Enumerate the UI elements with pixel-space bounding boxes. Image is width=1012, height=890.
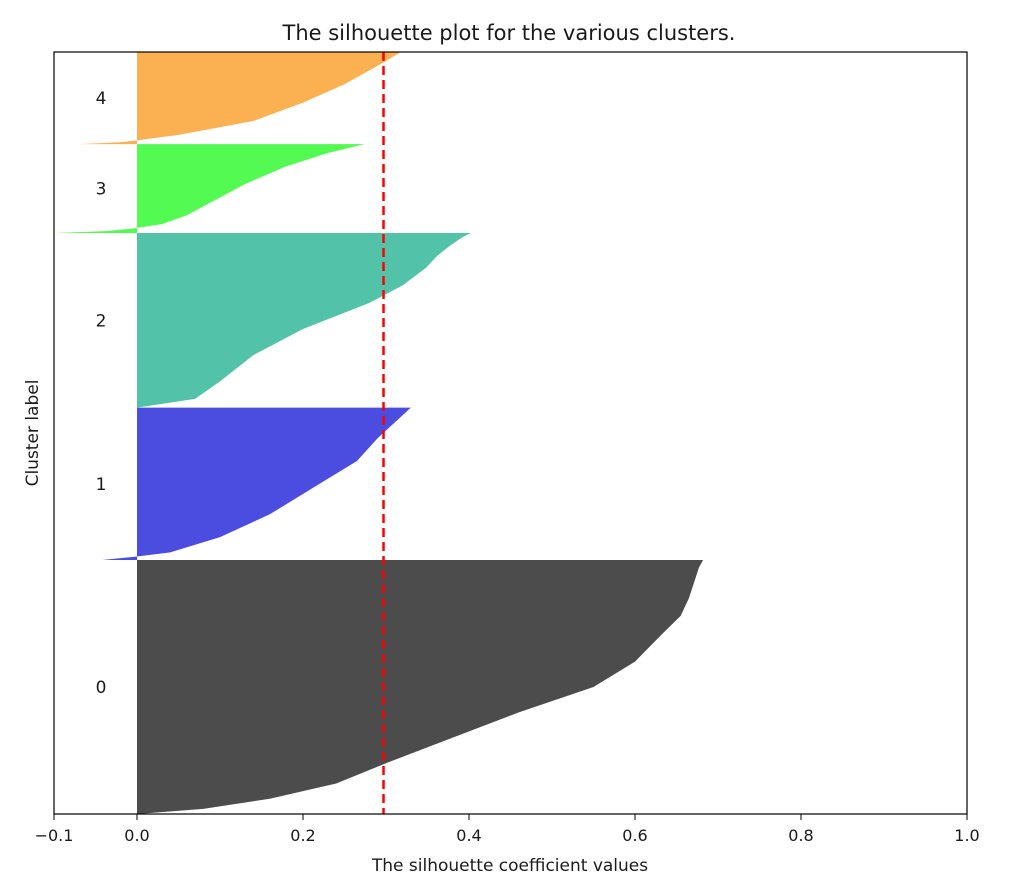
cluster-1-silhouette <box>102 407 411 560</box>
x-tick-label: −0.1 <box>35 826 74 845</box>
y-axis-label: Cluster label <box>23 380 43 487</box>
cluster-label-2: 2 <box>96 311 107 331</box>
x-axis-ticks: −0.1 0.0 0.2 0.4 0.6 0.8 1.0 <box>35 814 980 845</box>
cluster-2-silhouette <box>137 232 471 408</box>
plot-frame <box>53 51 968 815</box>
x-tick-label: 0.8 <box>788 826 813 845</box>
x-tick-label: 0.2 <box>290 826 315 845</box>
chart-title: The silhouette plot for the various clus… <box>282 21 736 45</box>
cluster-silhouettes <box>54 52 704 814</box>
x-tick-label: 0.4 <box>456 826 481 845</box>
cluster-labels: 0 1 2 3 4 <box>96 89 107 698</box>
cluster-label-4: 4 <box>96 89 107 109</box>
cluster-label-3: 3 <box>96 180 107 200</box>
cluster-label-1: 1 <box>96 475 107 495</box>
x-tick-label: 0.6 <box>622 826 647 845</box>
x-tick-label: 0.0 <box>124 826 149 845</box>
x-tick-label: 1.0 <box>954 826 979 845</box>
cluster-4-silhouette <box>78 52 401 145</box>
cluster-0-silhouette <box>137 560 704 814</box>
cluster-label-0: 0 <box>96 678 107 698</box>
x-axis-label: The silhouette coefficient values <box>371 856 648 876</box>
cluster-3-silhouette <box>54 144 365 233</box>
